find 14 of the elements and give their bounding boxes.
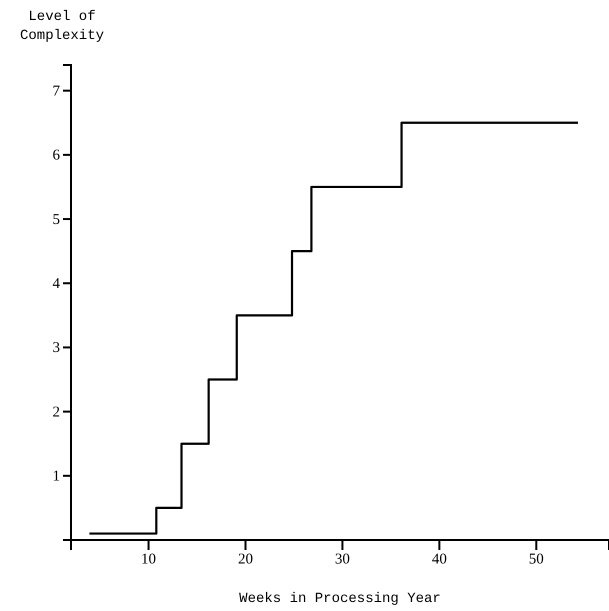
y-tick-label: 4 [52, 276, 60, 292]
x-tick-label: 50 [528, 552, 544, 568]
y-tick-label: 7 [52, 83, 60, 100]
y-axis-title: Level of Complexity [20, 9, 104, 44]
x-tick-label: 30 [334, 552, 350, 568]
x-tick-label: 40 [432, 552, 447, 568]
y-tick-label: 3 [52, 340, 60, 356]
x-axis-title: Weeks in Processing Year [239, 591, 441, 607]
x-tick-label: 10 [141, 552, 156, 568]
y-tick-label: 1 [52, 468, 60, 485]
y-tick-label: 6 [52, 148, 60, 164]
y-tick-label: 2 [52, 404, 60, 420]
x-tick-label: 20 [238, 552, 253, 568]
y-tick-label: 5 [52, 212, 60, 228]
